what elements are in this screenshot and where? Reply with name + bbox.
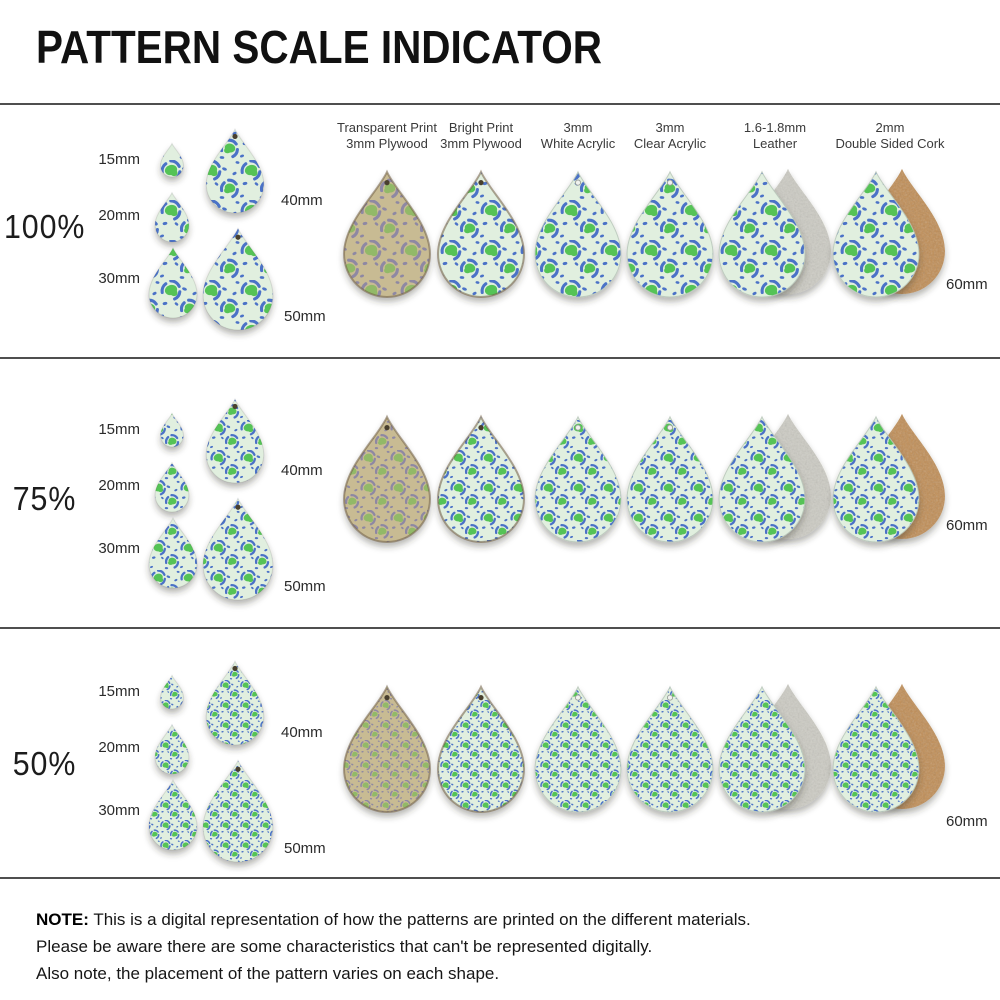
material-header-line: 1.6-1.8mm [743,120,807,135]
size-label-15mm: 15mm [98,151,140,168]
size-label-60mm: 60mm [946,276,988,293]
size-label-50mm: 50mm [284,578,326,595]
size-label-40mm: 40mm [281,724,323,741]
size-label-60mm: 60mm [946,813,988,830]
scale-percent-label: 75% [12,480,77,517]
size-label-20mm: 20mm [98,207,140,224]
note-line-2: Please be aware there are some character… [36,937,653,956]
material-header-line: 3mm Plywood [440,135,522,151]
note-label: NOTE: [36,910,89,929]
material-header-line: Clear Acrylic [633,135,707,151]
size-label-50mm: 50mm [284,840,326,857]
material-header-transparent-plywood: Transparent Print 3mm Plywood [307,120,467,151]
material-header-cork: 2mm Double Sided Cork [810,120,970,151]
divider [0,877,1000,879]
scale-row-75: 75% 15mm 20mm 30mm 40mm 50mm 60mm [0,357,1000,627]
size-label-20mm: 20mm [98,477,140,494]
page-title: PATTERN SCALE INDICATOR [36,21,602,73]
divider [0,627,1000,629]
divider [0,103,1000,105]
note-line-1: NOTE: This is a digital representation o… [36,910,751,929]
scale-row-100: Transparent Print 3mm Plywood Bright Pri… [0,103,1000,357]
material-header-clear-acrylic: 3mm Clear Acrylic [590,120,750,151]
size-label-30mm: 30mm [98,540,140,557]
size-label-60mm: 60mm [946,517,988,534]
material-header-leather: 1.6-1.8mm Leather [695,120,855,151]
note-block: NOTE: This is a digital representation o… [36,906,751,987]
note-line-3: Also note, the placement of the pattern … [36,964,500,983]
scale-percent-label: 50% [12,745,77,782]
material-header-line: Double Sided Cork [835,135,945,151]
size-label-40mm: 40mm [281,192,323,209]
material-header-bright-plywood: Bright Print 3mm Plywood [401,120,561,151]
size-label-20mm: 20mm [98,739,140,756]
material-header-line: Bright Print [448,120,514,135]
scale-row-50: 50% 15mm 20mm 30mm 40mm 50mm 60mm [0,627,1000,877]
material-header-line: 3mm [655,120,685,135]
material-header-line: White Acrylic [540,135,616,151]
size-label-30mm: 30mm [98,802,140,819]
material-header-line: Leather [752,135,798,151]
size-label-15mm: 15mm [98,421,140,438]
material-header-white-acrylic: 3mm White Acrylic [498,120,658,151]
material-header-line: Transparent Print [337,120,437,135]
material-header-line: 2mm [875,120,905,135]
size-label-40mm: 40mm [281,462,323,479]
scale-percent-label: 100% [4,208,86,245]
size-label-30mm: 30mm [98,270,140,287]
divider [0,357,1000,359]
material-header-line: 3mm Plywood [346,135,428,151]
size-label-50mm: 50mm [284,308,326,325]
size-label-15mm: 15mm [98,683,140,700]
material-header-line: 3mm [563,120,593,135]
